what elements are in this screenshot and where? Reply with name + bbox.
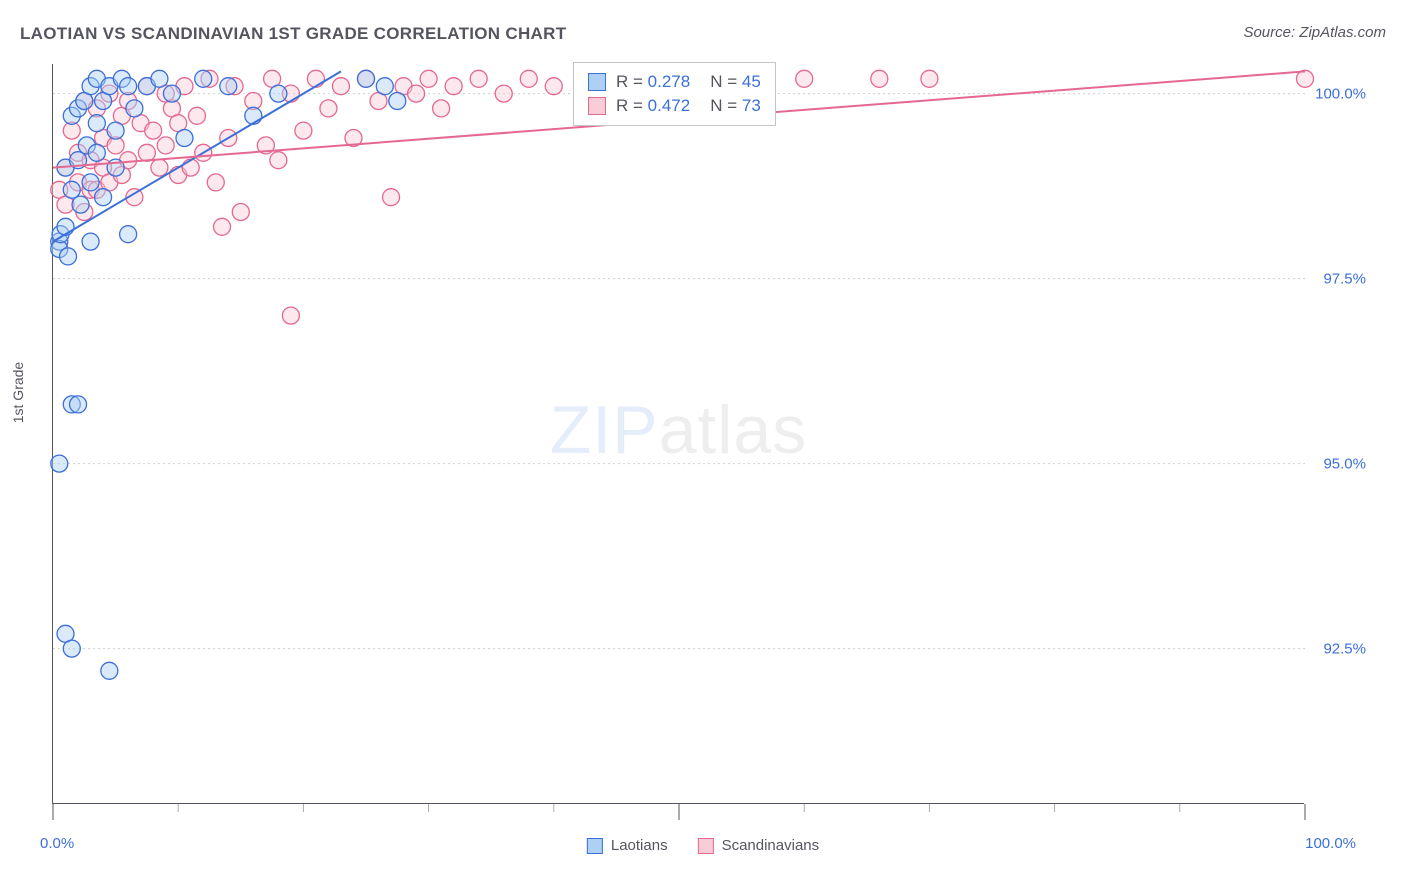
- r-label: R = 0.278: [616, 72, 690, 92]
- legend-swatch: [698, 838, 714, 854]
- legend-swatch: [588, 73, 606, 91]
- y-tick-label: 97.5%: [1323, 270, 1366, 287]
- stats-legend: R = 0.278 N = 45 R = 0.472 N = 73: [573, 62, 776, 126]
- chart-title: LAOTIAN VS SCANDINAVIAN 1ST GRADE CORREL…: [20, 24, 566, 44]
- n-label: N = 45: [710, 72, 761, 92]
- bottom-legend-item: Laotians: [587, 837, 668, 854]
- legend-swatch: [588, 97, 606, 115]
- y-tick-label: 92.5%: [1323, 640, 1366, 657]
- stats-legend-row: R = 0.278 N = 45: [588, 70, 761, 94]
- stats-legend-row: R = 0.472 N = 73: [588, 94, 761, 118]
- r-label: R = 0.472: [616, 96, 690, 116]
- legend-swatch: [587, 838, 603, 854]
- legend-label: Laotians: [611, 837, 668, 854]
- x-label-right: 100.0%: [1305, 835, 1356, 852]
- legend-label: Scandinavians: [722, 837, 820, 854]
- n-label: N = 73: [710, 96, 761, 116]
- x-label-left: 0.0%: [40, 835, 74, 852]
- y-tick-label: 100.0%: [1315, 85, 1366, 102]
- y-tick-label: 95.0%: [1323, 455, 1366, 472]
- bottom-legend-item: Scandinavians: [698, 837, 820, 854]
- y-axis-label: 1st Grade: [10, 362, 26, 423]
- bottom-legend: Laotians Scandinavians: [587, 837, 819, 854]
- scatter-svg: [53, 64, 1304, 803]
- plot-area: ZIPatlas R = 0.278N = 45R = 0.472N = 73: [52, 64, 1304, 804]
- source-label: Source: ZipAtlas.com: [1243, 24, 1386, 41]
